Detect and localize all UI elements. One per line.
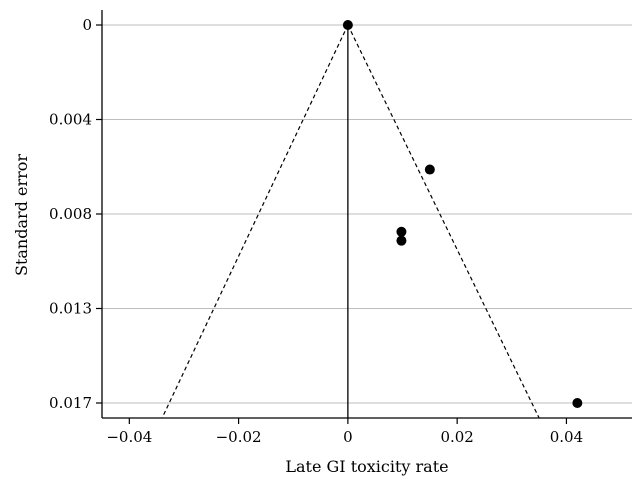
data-point-1 [424,164,435,175]
funnel-boundaries [161,24,540,419]
x-tick-label-0: −0.04 [106,428,152,446]
y-axis-ticks: 0 0.004 0.008 0.013 0.017 [49,16,102,412]
y-tick-label-0: 0 [82,16,92,34]
y-tick-label-1: 0.004 [49,111,92,129]
y-tick-label-3: 0.013 [49,300,92,318]
x-tick-label-2: 0 [343,428,353,446]
y-axis-label: Standard error [12,154,31,276]
y-tick-label-2: 0.008 [49,205,92,223]
x-axis-label: Late GI toxicity rate [285,457,448,476]
x-tick-label-3: 0.02 [440,428,473,446]
funnel-left-boundary [161,24,349,419]
data-points [342,20,583,408]
gridlines [102,24,632,404]
data-point-4 [572,398,583,408]
x-tick-label-4: 0.04 [550,428,583,446]
x-axis-ticks: −0.04 −0.02 0 0.02 0.04 [106,418,583,446]
data-point-0 [342,20,353,30]
funnel-right-boundary [347,24,540,419]
data-point-3 [396,235,407,246]
data-point-2 [396,226,407,237]
y-tick-label-4: 0.017 [49,394,92,412]
x-tick-label-1: −0.02 [216,428,262,446]
